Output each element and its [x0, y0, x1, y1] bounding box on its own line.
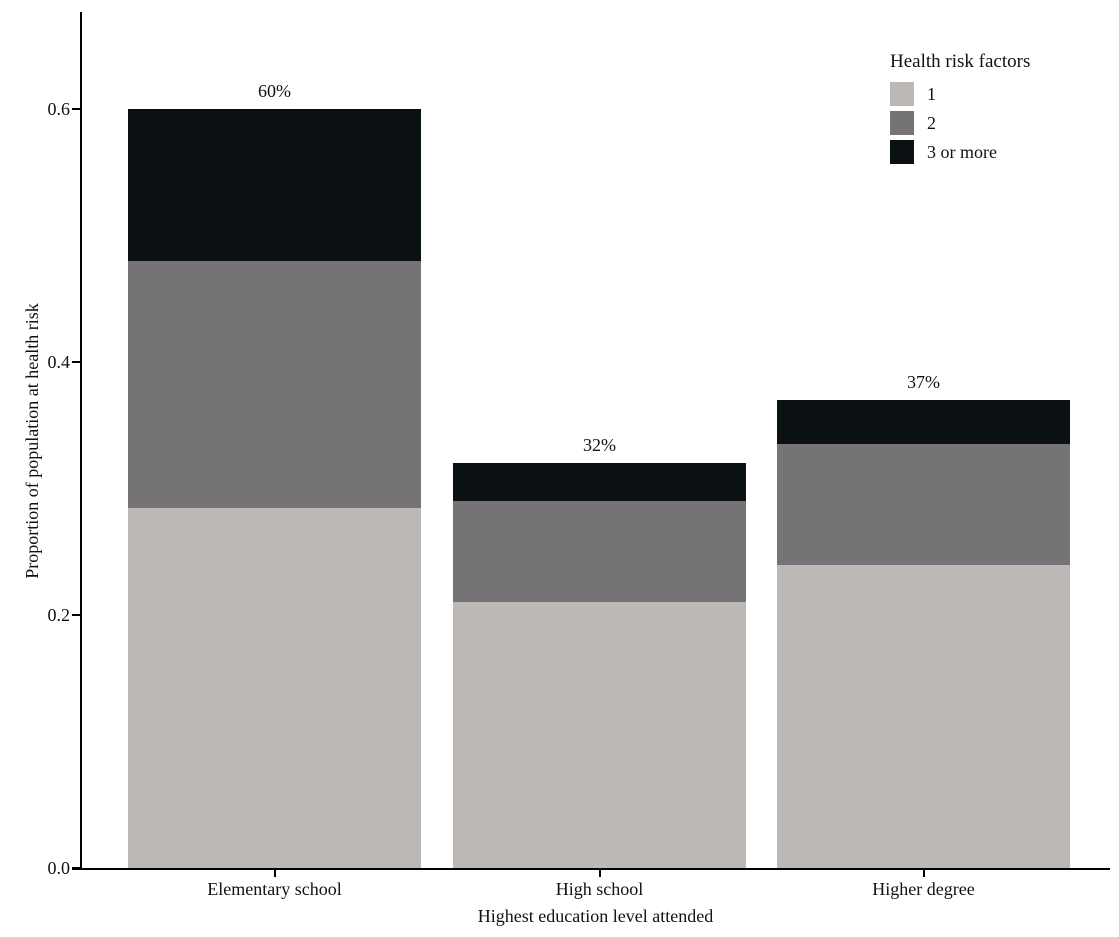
- y-tick-mark: [72, 108, 80, 111]
- bar-segment: [453, 463, 746, 502]
- legend-items: 1 2 3 or more: [890, 82, 1110, 164]
- legend-key-swatch: [890, 140, 914, 164]
- legend-item-label: 2: [927, 113, 936, 133]
- y-tick-label: 0.2: [47, 605, 71, 626]
- x-tick-mark: [273, 870, 276, 877]
- x-tick-mark: [598, 870, 601, 877]
- y-tick-mark: [72, 361, 80, 364]
- y-tick-label: 0.4: [47, 352, 71, 373]
- legend-item-label: 1: [927, 84, 936, 104]
- y-tick-mark: [72, 867, 80, 869]
- legend-item: 1: [890, 82, 1110, 106]
- bar-total-label: 37%: [907, 372, 940, 393]
- bar-segment: [128, 109, 421, 262]
- bar-segment: [128, 261, 421, 508]
- bar-segment: [128, 507, 421, 868]
- x-category-label: Elementary school: [207, 879, 342, 899]
- bar-segment: [777, 444, 1070, 565]
- legend-title: Health risk factors: [890, 51, 1031, 72]
- bar-segment: [777, 400, 1070, 445]
- bar-total-label: 60%: [258, 81, 291, 102]
- bar-segment: [453, 501, 746, 603]
- x-tick-mark: [922, 870, 925, 877]
- bar-segment: [777, 564, 1070, 868]
- y-tick-label: 0.6: [47, 99, 71, 120]
- y-tick-mark: [72, 614, 80, 617]
- bar-segment: [453, 602, 746, 868]
- y-axis-title: Proportion of population at health risk: [22, 303, 42, 579]
- x-category-label: Higher degree: [872, 879, 975, 899]
- bar-total-label: 32%: [583, 435, 616, 456]
- legend-item: 3 or more: [890, 140, 1110, 164]
- x-category-label: High school: [555, 879, 644, 899]
- y-axis-line: [80, 12, 82, 870]
- legend-key-swatch: [890, 82, 914, 106]
- legend-item: 2: [890, 111, 1110, 135]
- legend-item-label: 3 or more: [927, 142, 997, 162]
- y-tick-label: 0.0: [47, 858, 71, 878]
- x-axis-title: Highest education level attended: [477, 906, 714, 926]
- legend-key-swatch: [890, 111, 914, 135]
- legend: Health risk factors 1 2 3 or more: [890, 50, 1110, 169]
- x-axis-line: [72, 868, 1110, 870]
